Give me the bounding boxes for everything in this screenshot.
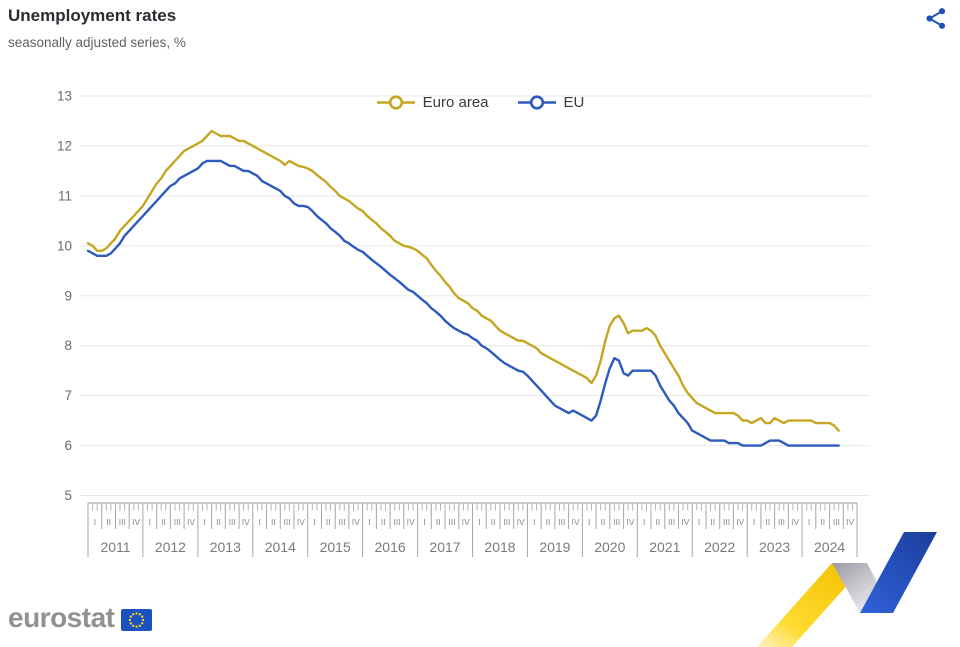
svg-text:II: II — [820, 517, 825, 527]
svg-text:III: III — [174, 517, 181, 527]
svg-text:2021: 2021 — [649, 539, 680, 555]
svg-text:IV: IV — [407, 517, 415, 527]
svg-text:I: I — [808, 517, 810, 527]
svg-text:I: I — [368, 517, 370, 527]
svg-text:IV: IV — [297, 517, 305, 527]
svg-text:III: III — [229, 517, 236, 527]
legend-marker-circle-line-icon — [376, 95, 415, 110]
svg-text:7: 7 — [64, 388, 72, 403]
svg-text:III: III — [833, 517, 840, 527]
svg-text:III: III — [284, 517, 291, 527]
svg-text:III: III — [339, 517, 346, 527]
svg-text:III: III — [778, 517, 785, 527]
share-nodes-icon — [926, 8, 946, 29]
svg-text:IV: IV — [846, 517, 854, 527]
page-subtitle: seasonally adjusted series, % — [8, 35, 186, 50]
svg-text:IV: IV — [517, 517, 525, 527]
svg-text:III: III — [393, 517, 400, 527]
svg-text:I: I — [149, 517, 151, 527]
svg-text:IV: IV — [242, 517, 250, 527]
page-title: Unemployment rates — [8, 6, 177, 25]
page-header: Unemployment rates seasonally adjusted s… — [8, 5, 186, 50]
svg-text:I: I — [478, 517, 480, 527]
svg-text:2022: 2022 — [704, 539, 735, 555]
svg-text:2017: 2017 — [429, 539, 460, 555]
eu-flag-icon — [121, 608, 153, 631]
svg-text:III: III — [723, 517, 730, 527]
legend-label-eu: EU — [563, 94, 585, 111]
svg-text:IV: IV — [571, 517, 579, 527]
svg-text:III: III — [448, 517, 455, 527]
svg-text:III: III — [503, 517, 510, 527]
legend-label-euro-area: Euro area — [422, 94, 489, 111]
svg-text:I: I — [94, 517, 96, 527]
svg-text:2011: 2011 — [100, 539, 130, 555]
svg-text:2020: 2020 — [594, 539, 625, 555]
svg-text:II: II — [601, 517, 606, 527]
eurostat-logo[interactable]: eurostat — [8, 602, 153, 633]
svg-text:2023: 2023 — [759, 539, 790, 555]
svg-text:IV: IV — [736, 517, 744, 527]
legend-marker-circle-line-icon — [517, 95, 556, 110]
svg-text:2018: 2018 — [484, 539, 515, 555]
svg-text:IV: IV — [681, 517, 689, 527]
svg-text:13: 13 — [57, 89, 72, 104]
svg-text:III: III — [558, 517, 565, 527]
svg-text:12: 12 — [57, 138, 72, 153]
legend-item-euro-area[interactable]: Euro area — [376, 94, 489, 111]
svg-text:II: II — [216, 517, 221, 527]
legend-item-eu[interactable]: EU — [517, 94, 585, 111]
svg-text:2024: 2024 — [814, 539, 845, 555]
svg-text:2016: 2016 — [375, 539, 406, 555]
svg-text:II: II — [381, 517, 386, 527]
svg-text:III: III — [119, 517, 126, 527]
eu-flag-stars — [129, 611, 145, 628]
svg-text:IV: IV — [462, 517, 470, 527]
svg-text:I: I — [423, 517, 425, 527]
svg-text:2014: 2014 — [265, 539, 296, 555]
svg-text:I: I — [533, 517, 535, 527]
share-button[interactable] — [924, 7, 948, 31]
svg-text:2015: 2015 — [320, 539, 351, 555]
svg-text:2019: 2019 — [539, 539, 570, 555]
ribbon-yellow-band — [757, 563, 867, 647]
svg-text:IV: IV — [132, 517, 140, 527]
svg-text:III: III — [613, 517, 620, 527]
svg-text:I: I — [313, 517, 315, 527]
svg-text:I: I — [698, 517, 700, 527]
svg-text:I: I — [204, 517, 206, 527]
svg-text:IV: IV — [187, 517, 195, 527]
svg-text:I: I — [753, 517, 755, 527]
svg-text:III: III — [668, 517, 675, 527]
svg-text:IV: IV — [352, 517, 360, 527]
svg-text:IV: IV — [791, 517, 799, 527]
eurostat-wordmark: eurostat — [8, 602, 115, 633]
svg-text:II: II — [546, 517, 551, 527]
svg-text:II: II — [106, 517, 111, 527]
svg-text:II: II — [436, 517, 441, 527]
svg-text:6: 6 — [64, 438, 72, 453]
svg-text:11: 11 — [58, 188, 72, 203]
svg-text:II: II — [161, 517, 166, 527]
svg-text:II: II — [656, 517, 661, 527]
svg-text:2012: 2012 — [155, 539, 186, 555]
svg-text:I: I — [259, 517, 261, 527]
svg-text:5: 5 — [64, 488, 72, 503]
svg-text:II: II — [710, 517, 715, 527]
chart-legend: Euro area EU — [0, 94, 960, 111]
svg-text:II: II — [491, 517, 496, 527]
svg-text:9: 9 — [64, 288, 72, 303]
svg-text:II: II — [326, 517, 331, 527]
svg-text:II: II — [765, 517, 770, 527]
svg-text:I: I — [643, 517, 645, 527]
svg-text:8: 8 — [64, 338, 72, 353]
svg-text:IV: IV — [626, 517, 634, 527]
svg-text:10: 10 — [57, 238, 72, 253]
svg-text:II: II — [271, 517, 276, 527]
svg-text:2013: 2013 — [210, 539, 241, 555]
svg-text:I: I — [588, 517, 590, 527]
